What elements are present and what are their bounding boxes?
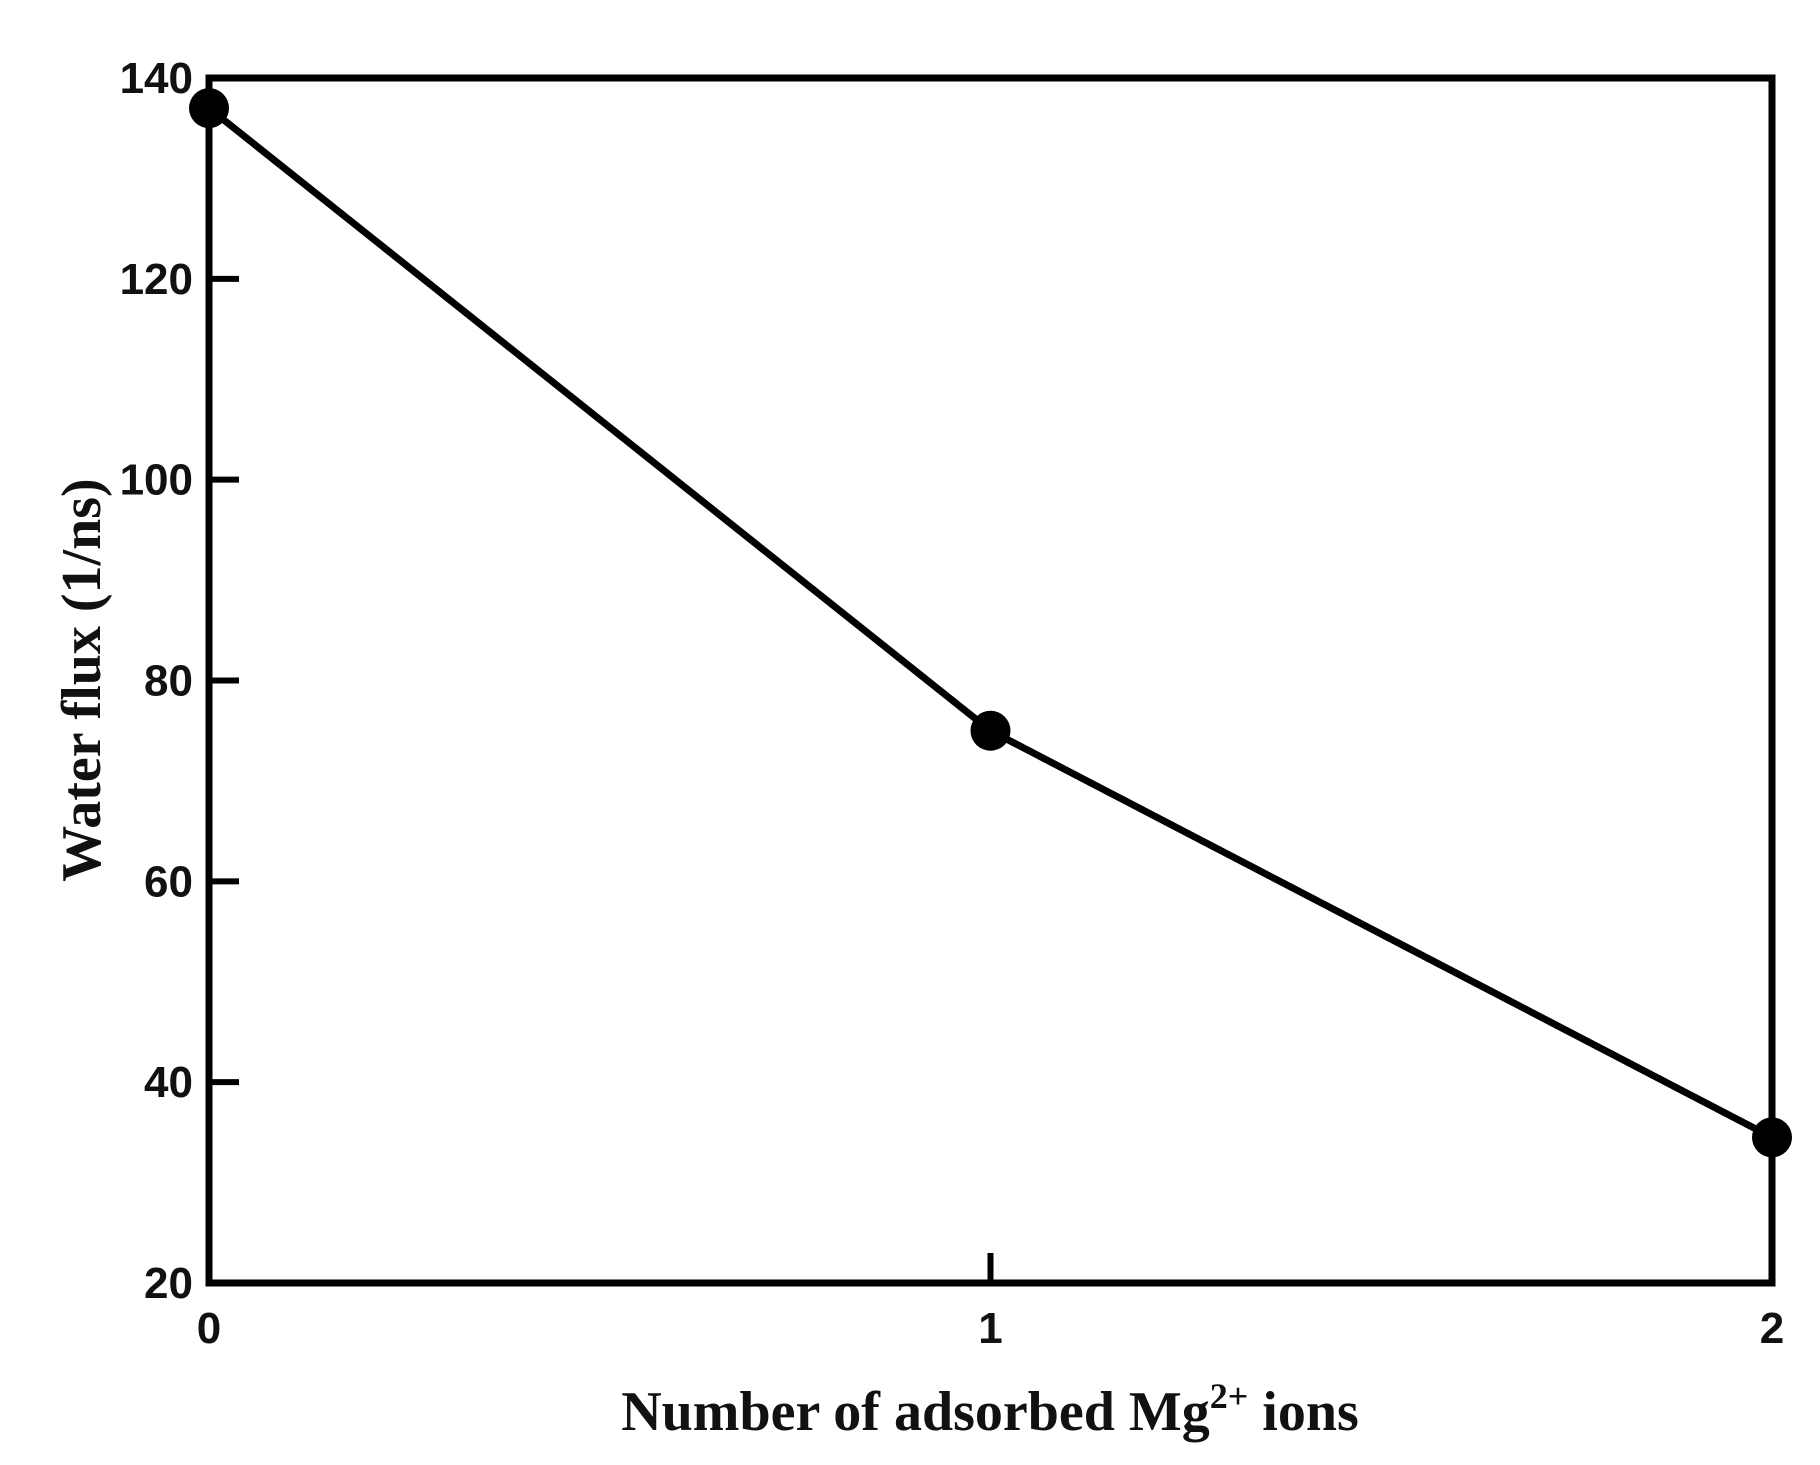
- y-tick-label: 40: [144, 1058, 193, 1107]
- x-axis-title-superscript: 2+: [1210, 1376, 1249, 1416]
- y-tick-label: 20: [144, 1259, 193, 1308]
- data-point: [1752, 1117, 1792, 1158]
- x-axis-title: Number of adsorbed Mg2+ ions: [621, 1376, 1359, 1443]
- x-tick-label: 0: [197, 1304, 221, 1353]
- x-tick-label: 1: [978, 1304, 1002, 1353]
- x-axis-ticks: 0 1 2: [197, 1253, 1784, 1353]
- data-point: [970, 710, 1011, 751]
- data-point: [189, 88, 229, 129]
- x-axis-title-main: Number of adsorbed Mg: [621, 1381, 1210, 1443]
- x-axis-title-suffix: ions: [1248, 1381, 1359, 1443]
- plot-frame: [205, 74, 1776, 1287]
- series-layer: [189, 88, 1792, 1158]
- y-tick-label: 120: [120, 255, 193, 304]
- y-tick-label: 80: [144, 657, 193, 706]
- y-axis-title: Water flux (1/ns): [51, 478, 113, 881]
- y-tick-label: 140: [120, 54, 193, 103]
- x-tick-label: 2: [1760, 1304, 1784, 1353]
- y-axis-ticks: 20 40 60 80 100 120 140: [120, 54, 239, 1308]
- y-tick-label: 100: [120, 456, 193, 505]
- series-line: [206, 105, 1774, 1141]
- y-tick-label: 60: [144, 857, 193, 906]
